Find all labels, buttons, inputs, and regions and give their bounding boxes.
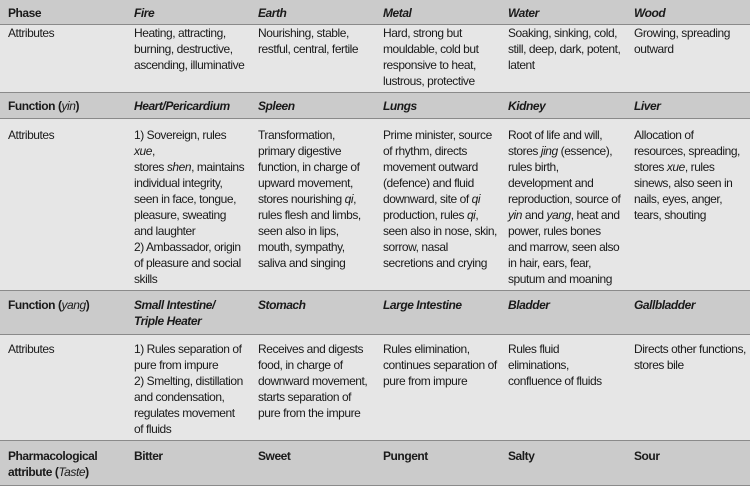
yin-attributes-label: Attributes xyxy=(8,128,55,142)
yang-attributes-label: Attributes xyxy=(8,342,55,356)
phase-water: Water xyxy=(508,6,539,20)
italic-term: qi xyxy=(344,192,354,206)
yang-label-em: yang xyxy=(61,298,87,312)
taste-label-line1: Pharmacological xyxy=(8,449,98,463)
yin-organ-fire: Heart/Pericardium xyxy=(134,99,230,113)
attributes-label: Attributes xyxy=(8,26,55,40)
text-run: , stores xyxy=(134,144,164,174)
yang-attr-fire: 1) Rules separation of pure from impure … xyxy=(134,342,243,436)
italic-term: xue xyxy=(666,160,685,174)
taste-label: Pharmacological attribute (Taste) xyxy=(8,448,130,480)
text-run: , heat and power, rules bones and marrow… xyxy=(508,208,620,286)
row-divider xyxy=(0,118,750,119)
phase-earth: Earth xyxy=(258,6,287,20)
yin-label-suffix: ) xyxy=(75,99,80,113)
yin-attributes-band xyxy=(0,118,750,290)
phase-label: Phase xyxy=(8,6,42,20)
yin-label-prefix: Function ( xyxy=(8,99,62,113)
metal-attributes: Hard, strong but mouldable, cold but res… xyxy=(383,26,479,88)
yang-organ-metal: Large Intestine xyxy=(383,298,462,312)
yin-organ-metal: Lungs xyxy=(383,99,417,113)
row-divider xyxy=(0,24,750,25)
italic-term: shen xyxy=(166,160,192,174)
fire-attributes: Heating, attracting, burning, destructiv… xyxy=(134,26,245,72)
taste-band xyxy=(0,440,750,486)
text-run: (essence), rules birth, development and … xyxy=(508,144,621,206)
yin-header-band xyxy=(0,92,750,118)
taste-metal: Pungent xyxy=(383,449,428,463)
text-run: , seen also in nose, skin, sorrow, nasal… xyxy=(383,208,497,270)
yin-function-label: Function (yin) xyxy=(8,98,130,114)
text-run: Prime minister, source of rhythm, direct… xyxy=(383,128,492,206)
yang-attributes-band xyxy=(0,334,750,440)
row-divider xyxy=(0,440,750,441)
yang-function-label: Function (yang) xyxy=(8,297,130,313)
yang-attr-metal: Rules elimination, continues separation … xyxy=(383,342,497,388)
yin-attr-wood: Allocation of resources, spreading, stor… xyxy=(634,127,746,223)
row-divider xyxy=(0,92,750,93)
yin-attr-metal: Prime minister, source of rhythm, direct… xyxy=(383,127,497,271)
yang-organ-wood: Gallbladder xyxy=(634,298,696,312)
yang-organ-water: Bladder xyxy=(508,298,550,312)
yang-organ-fire: Small Intestine/ Triple Heater xyxy=(134,298,215,328)
text-run: 1) Sovereign, rules xyxy=(134,128,227,142)
yang-organ-earth: Stomach xyxy=(258,298,306,312)
italic-term: jing xyxy=(540,144,558,158)
yin-organ-wood: Liver xyxy=(634,99,661,113)
phase-attributes-band xyxy=(0,24,750,92)
text-run: production, rules xyxy=(383,208,467,222)
italic-term: qi xyxy=(471,192,481,206)
taste-fire: Bitter xyxy=(134,449,163,463)
taste-wood: Sour xyxy=(634,449,660,463)
yin-attr-water: Root of life and will, stores jing (esse… xyxy=(508,127,622,287)
wood-attributes: Growing, spreading outward xyxy=(634,26,730,56)
text-run: , rules sinews, also seen in nails, eyes… xyxy=(634,160,733,222)
yang-attr-wood: Directs other functions, stores bile xyxy=(634,342,746,372)
yang-attr-earth: Receives and digests food, in charge of … xyxy=(258,342,368,420)
yang-attr-water: Rules fluid eliminations, confluence of … xyxy=(508,342,602,388)
phase-metal: Metal xyxy=(383,6,412,20)
yin-organ-earth: Spleen xyxy=(258,99,295,113)
yang-header-band xyxy=(0,290,750,334)
italic-term: yin xyxy=(508,208,522,222)
taste-label-line2: attribute (Taste) xyxy=(8,464,130,480)
row-divider xyxy=(0,334,750,335)
phase-wood: Wood xyxy=(634,6,666,20)
text-run: and xyxy=(522,208,547,222)
taste-water: Salty xyxy=(508,449,535,463)
earth-attributes: Nourishing, stable, restful, central, fe… xyxy=(258,26,359,56)
water-attributes: Soaking, sinking, cold, still, deep, dar… xyxy=(508,26,621,72)
taste-label-em: Taste xyxy=(58,465,86,479)
italic-term: xue xyxy=(134,144,152,158)
yin-attr-fire: 1) Sovereign, rules xue, stores shen, ma… xyxy=(134,127,246,287)
text-run: Root of life and will, stores xyxy=(508,128,603,158)
taste-label-prefix: attribute ( xyxy=(8,465,59,479)
italic-term: yang xyxy=(546,208,571,222)
phase-fire: Fire xyxy=(134,6,155,20)
italic-term: qi xyxy=(466,208,476,222)
row-divider xyxy=(0,290,750,291)
yin-attr-earth: Transformation, primary digestive functi… xyxy=(258,127,370,271)
text-run: Transformation, primary digestive functi… xyxy=(258,128,360,206)
yang-label-prefix: Function ( xyxy=(8,298,62,312)
yin-organ-water: Kidney xyxy=(508,99,546,113)
taste-label-suffix: ) xyxy=(85,465,89,479)
yang-label-suffix: ) xyxy=(85,298,90,312)
text-run: Allocation of resources, spreading, stor… xyxy=(634,128,740,174)
text-run: , rules flesh and limbs, seen also in li… xyxy=(258,192,361,270)
yin-label-em: yin xyxy=(61,99,76,113)
phase-header-band xyxy=(0,0,750,24)
text-run: , maintains individual integrity, seen i… xyxy=(134,160,245,286)
taste-earth: Sweet xyxy=(258,449,291,463)
